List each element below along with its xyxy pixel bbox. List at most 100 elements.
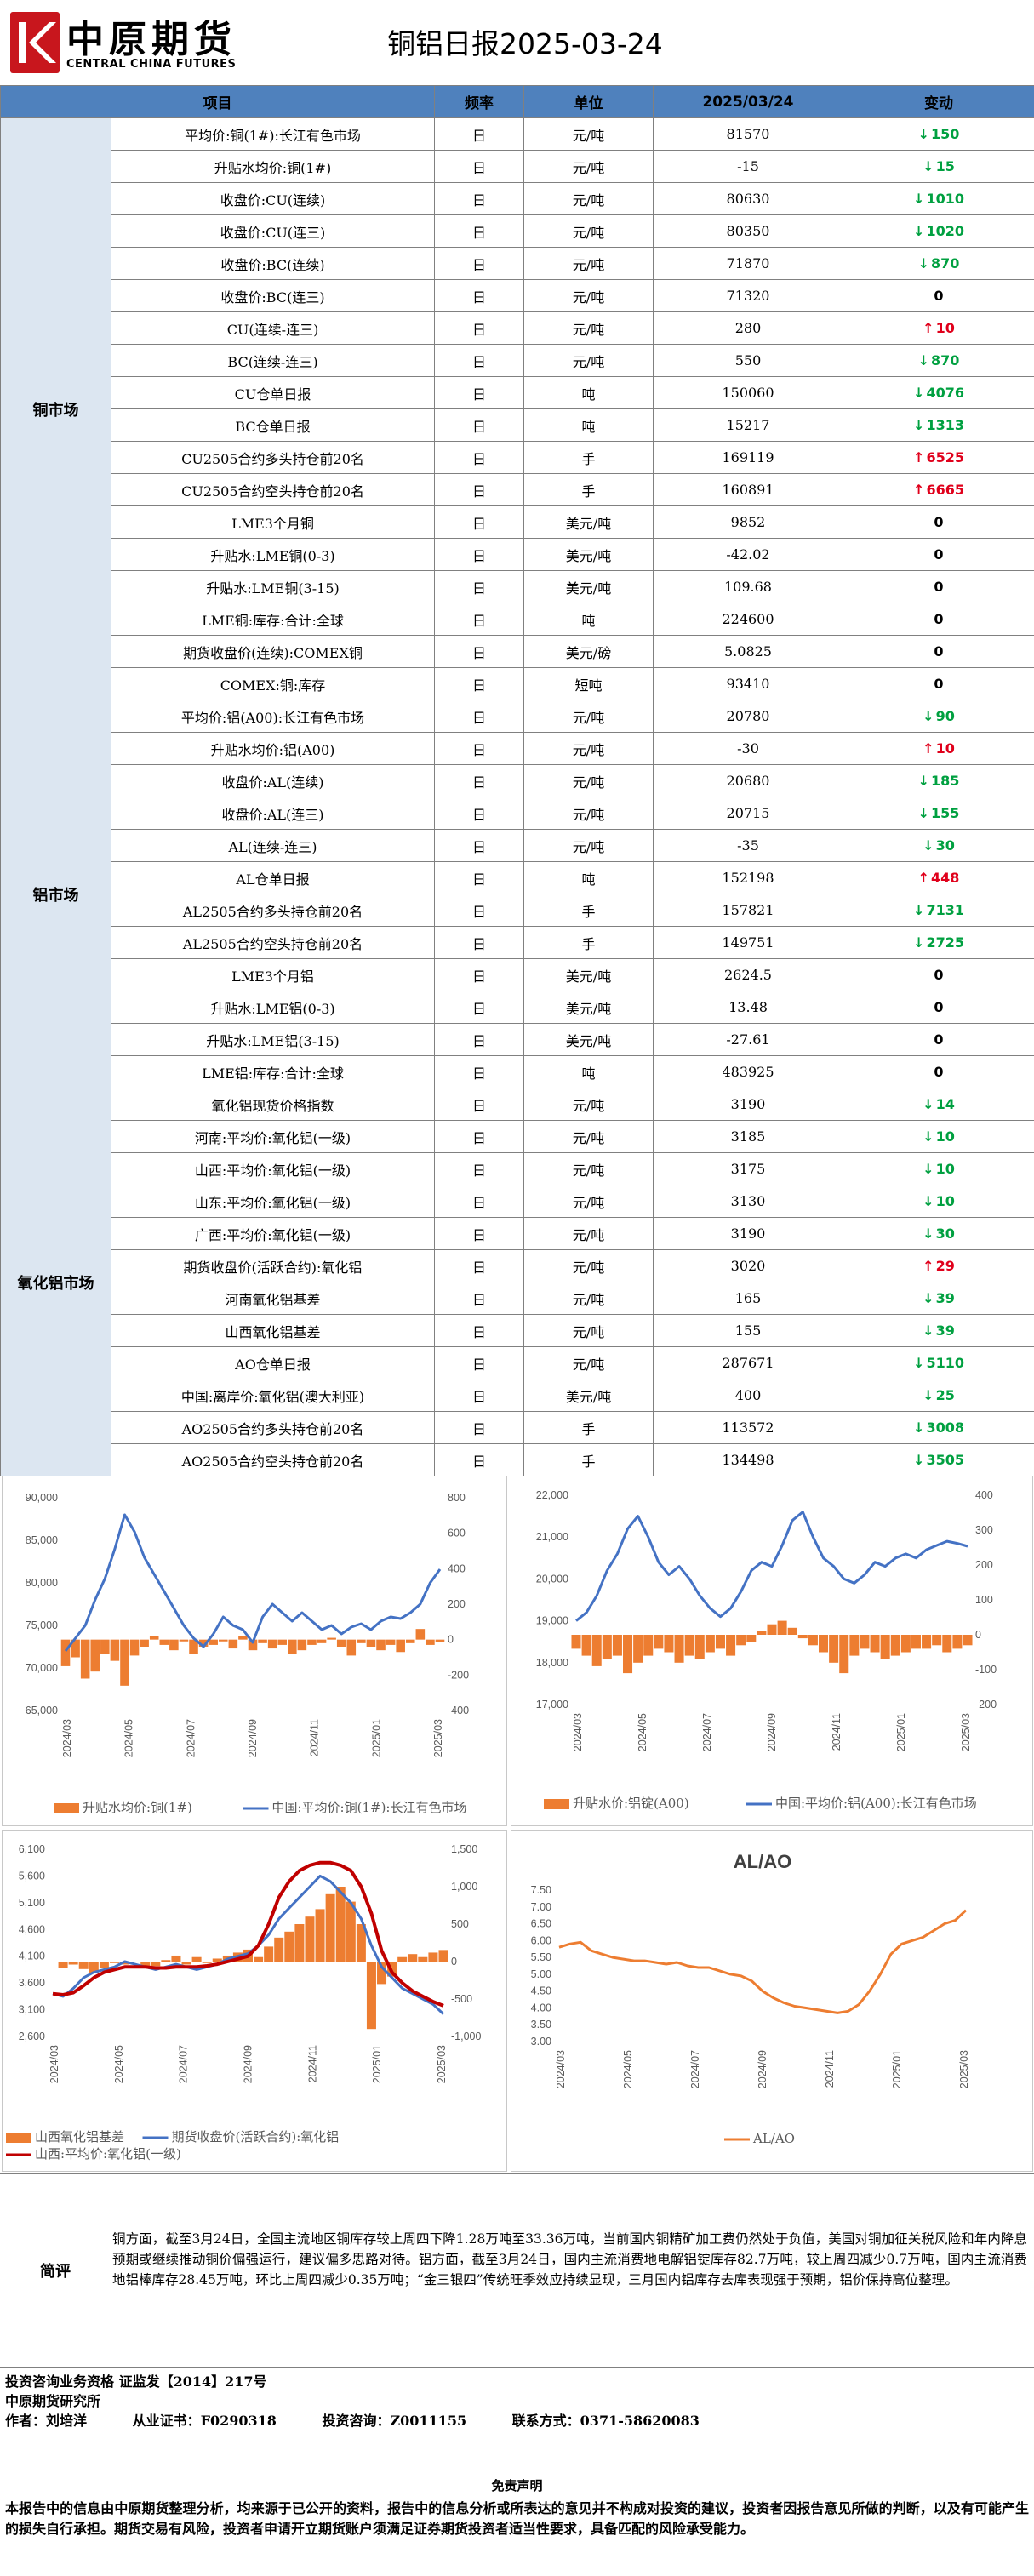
bar bbox=[405, 1639, 415, 1643]
y-tick-label: 5,600 bbox=[19, 1870, 45, 1882]
cell-change: 0 bbox=[843, 603, 1034, 636]
cell-change: ↓ 10 bbox=[843, 1185, 1034, 1218]
bar bbox=[315, 1909, 325, 1962]
legend-label: 山西氧化铝基差 bbox=[35, 2129, 124, 2145]
copper-price-chart: 65,000 70,000 75,000 80,000 85,000 90,000 -400… bbox=[2, 1476, 507, 1826]
table-row: 期货收盘价(连续):COMEX铜日美元/磅 5.0825 0 bbox=[1, 635, 1034, 668]
cell-frequency: 日 bbox=[434, 214, 524, 248]
cell-change: 0 bbox=[843, 1023, 1034, 1056]
table-row: LME3个月铜日美元/吨 9852 0 bbox=[1, 505, 1034, 539]
cell-frequency: 日 bbox=[434, 538, 524, 571]
cell-item-name: CU2505合约空头持仓前20名 bbox=[111, 473, 435, 506]
cell-item-name: CU(连续-连三) bbox=[111, 311, 435, 345]
x-tick-label: 2025/01 bbox=[371, 2045, 383, 2083]
change-value: 0 bbox=[934, 967, 944, 983]
bar bbox=[110, 1639, 120, 1661]
cell-frequency: 日 bbox=[434, 279, 524, 312]
cell-value: 3020 bbox=[653, 1249, 843, 1282]
cell-change: ↓ 10 bbox=[843, 1120, 1034, 1153]
cell-frequency: 日 bbox=[434, 1282, 524, 1315]
table-row: LME铜:库存:合计:全球日吨 224600 0 bbox=[1, 603, 1034, 636]
arrow-up-icon: ↑ bbox=[923, 740, 934, 757]
cell-value: 160891 bbox=[653, 473, 843, 506]
bar bbox=[418, 1956, 428, 1962]
bar bbox=[307, 1639, 317, 1645]
cell-frequency: 日 bbox=[434, 117, 524, 151]
cell-change: ↓ 1010 bbox=[843, 182, 1034, 215]
cell-value: 3175 bbox=[653, 1152, 843, 1185]
y2-tick-label: 200 bbox=[975, 1559, 993, 1571]
cell-item-name: LME铝:库存:合计:全球 bbox=[111, 1055, 435, 1088]
table-row: AO2505合约多头持仓前20名日手 113572 ↓ 3008 bbox=[1, 1411, 1034, 1444]
cell-item-name: 升贴水:LME铜(0-3) bbox=[111, 538, 435, 571]
cell-unit: 吨 bbox=[523, 603, 654, 636]
change-value: 4076 bbox=[926, 385, 964, 401]
cell-change: 0 bbox=[843, 635, 1034, 668]
cell-unit: 美元/吨 bbox=[523, 538, 654, 571]
cell-value: 15217 bbox=[653, 408, 843, 442]
change-value: 39 bbox=[935, 1290, 955, 1306]
bar bbox=[274, 1937, 284, 1962]
cell-value: 483925 bbox=[653, 1055, 843, 1088]
table-row: 收盘价:CU(连续) 日元/吨 80630 ↓ 1010 bbox=[1, 182, 1034, 215]
bar bbox=[438, 1950, 448, 1962]
cell-frequency: 日 bbox=[434, 603, 524, 636]
bar bbox=[297, 1639, 307, 1651]
y2-tick-label: 200 bbox=[448, 1598, 466, 1610]
change-value: 1313 bbox=[926, 417, 964, 433]
bar bbox=[715, 1635, 725, 1649]
bar bbox=[89, 1962, 99, 1973]
change-value: 39 bbox=[935, 1322, 955, 1339]
bar bbox=[736, 1635, 746, 1646]
table-header-row: 项目 频率 单位 2025/03/24 变动 bbox=[0, 85, 1034, 118]
bar bbox=[198, 1639, 209, 1647]
y-tick-label: 3,100 bbox=[19, 2004, 45, 2016]
cell-frequency: 日 bbox=[434, 1249, 524, 1282]
qualification-line: 投资咨询业务资格 证监发【2014】217号 bbox=[5, 2373, 267, 2390]
bar bbox=[140, 1639, 149, 1647]
bar bbox=[571, 1635, 581, 1649]
arrow-down-icon: ↓ bbox=[917, 126, 929, 142]
cell-unit: 元/吨 bbox=[523, 829, 654, 862]
cell-item-name: 升贴水均价:铜(1#) bbox=[111, 150, 435, 183]
cell-value: 224600 bbox=[653, 603, 843, 636]
legend-label: 期货收盘价(活跃合约):氧化铝 bbox=[172, 2129, 340, 2145]
bar bbox=[327, 1637, 336, 1640]
x-tick-label: 2024/03 bbox=[49, 2045, 60, 2083]
cell-unit: 元/吨 bbox=[523, 1217, 654, 1250]
section-label: 氧化铝市场 bbox=[0, 1088, 111, 1476]
cell-unit: 元/吨 bbox=[523, 1120, 654, 1153]
arrow-up-icon: ↑ bbox=[923, 320, 934, 336]
arrow-down-icon: ↓ bbox=[923, 837, 934, 854]
cell-item-name: LME铜:库存:合计:全球 bbox=[111, 603, 435, 636]
cell-value: 81570 bbox=[653, 117, 843, 151]
bar bbox=[922, 1635, 932, 1649]
bar bbox=[325, 1893, 335, 1962]
arrow-down-icon: ↓ bbox=[913, 223, 925, 239]
aluminum-price-chart: 17,000 18,000 19,000 20,000 21,000 22,000 -200… bbox=[511, 1476, 1033, 1826]
bar bbox=[212, 1958, 222, 1962]
cell-change: 0 bbox=[843, 991, 1034, 1024]
bar bbox=[684, 1635, 694, 1656]
cell-unit: 元/吨 bbox=[523, 1314, 654, 1347]
cell-item-name: 山东:平均价:氧化铝(一级) bbox=[111, 1185, 435, 1218]
legend-label: 升贴水均价:铜(1#) bbox=[83, 1800, 192, 1815]
bar bbox=[376, 1639, 386, 1651]
cell-value: 150060 bbox=[653, 376, 843, 409]
bar bbox=[288, 1639, 297, 1654]
table-row: AL(连续-连三) 日元/吨 -35 ↓ 30 bbox=[1, 829, 1034, 862]
cell-change: ↓ 870 bbox=[843, 247, 1034, 280]
arrow-up-icon: ↑ bbox=[913, 449, 925, 466]
cell-unit: 元/吨 bbox=[523, 247, 654, 280]
x-tick-label: 2024/05 bbox=[622, 2050, 634, 2088]
cell-change: ↑ 6525 bbox=[843, 441, 1034, 474]
cell-frequency: 日 bbox=[434, 894, 524, 927]
bar bbox=[346, 1639, 357, 1656]
column-header-unit: 单位 bbox=[523, 85, 654, 118]
cell-value: 113572 bbox=[653, 1411, 843, 1444]
bar bbox=[366, 1962, 376, 2030]
disclaimer-text: 本报告中的信息由中原期货整理分析，均来源于已公开的资料，报告中的信息分析或所表达… bbox=[5, 2500, 1029, 2537]
change-value: 0 bbox=[934, 288, 944, 304]
cell-frequency: 日 bbox=[434, 764, 524, 797]
cell-item-name: AO仓单日报 bbox=[111, 1346, 435, 1379]
